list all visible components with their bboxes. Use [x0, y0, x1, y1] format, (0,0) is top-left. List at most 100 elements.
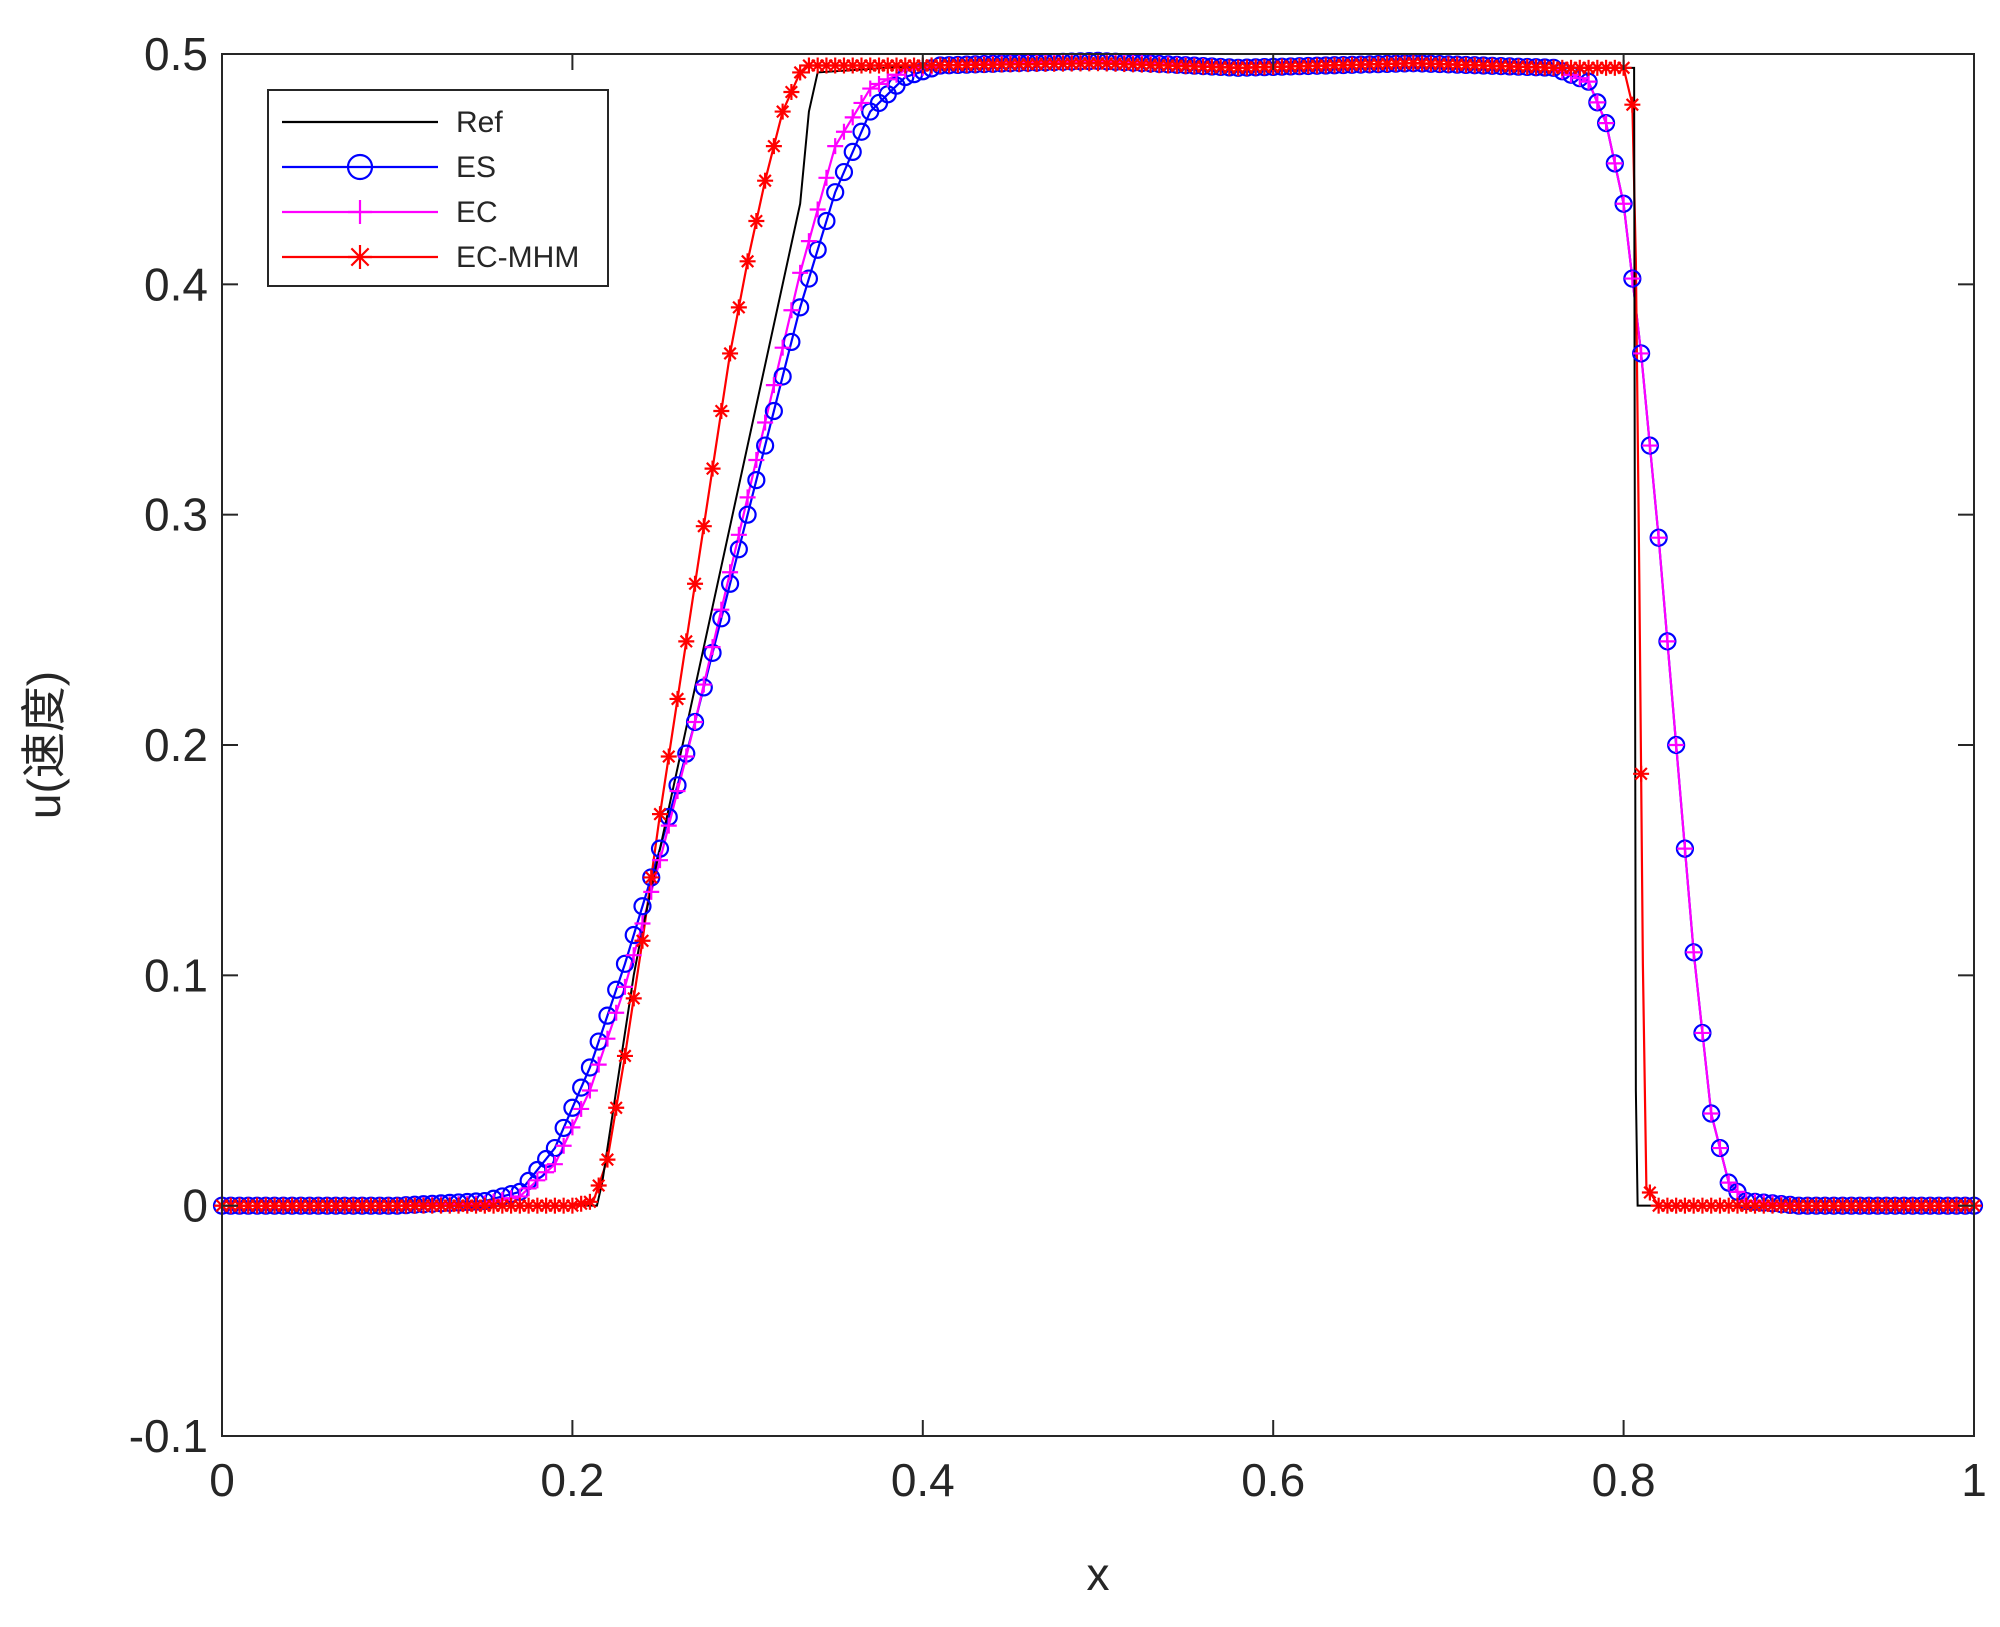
data-point — [722, 345, 739, 362]
data-point — [713, 601, 730, 618]
data-point — [555, 1137, 572, 1154]
plot-markers — [212, 51, 1984, 1215]
data-point — [634, 932, 651, 949]
data-point — [1598, 115, 1615, 132]
x-tick-label: 0 — [209, 1454, 235, 1506]
data-point — [834, 162, 854, 182]
y-tick-label: 0 — [182, 1180, 208, 1232]
data-point — [634, 915, 651, 932]
legend-marker — [346, 153, 374, 181]
data-point — [599, 1030, 616, 1047]
x-tick-label: 0.8 — [1592, 1454, 1656, 1506]
data-point — [704, 460, 721, 477]
data-point — [739, 489, 756, 506]
data-point — [757, 172, 774, 189]
data-point — [546, 1156, 563, 1173]
data-point — [1606, 155, 1623, 172]
data-point — [704, 639, 721, 656]
data-point — [835, 123, 852, 140]
data-point — [1668, 737, 1685, 753]
y-tick-label: 0.2 — [144, 719, 208, 771]
x-axis-label: x — [1087, 1548, 1110, 1600]
data-point — [1633, 765, 1650, 782]
data-point — [625, 990, 642, 1007]
data-point — [757, 414, 774, 431]
legend-item-ref: Ref — [282, 106, 503, 139]
data-point — [1641, 437, 1658, 454]
data-point — [764, 401, 783, 421]
data-point — [923, 57, 940, 74]
data-point — [599, 1151, 616, 1168]
legend-item-ec-mhm: EC-MHM — [282, 241, 579, 274]
data-point — [660, 817, 677, 834]
data-point — [643, 869, 660, 886]
data-point — [853, 94, 870, 111]
data-point — [564, 1197, 581, 1214]
data-point — [590, 1177, 607, 1194]
data-point — [695, 676, 712, 693]
data-point — [765, 138, 782, 155]
data-point — [1633, 345, 1650, 362]
data-point — [564, 1119, 581, 1136]
data-point — [1729, 1183, 1746, 1200]
data-point — [730, 526, 747, 543]
data-point — [756, 436, 775, 455]
data-point — [615, 954, 635, 973]
x-axis-ticks: 0 0.2 0.4 0.6 0.8 1 — [209, 54, 1987, 1506]
x-tick-label: 0.6 — [1241, 1454, 1305, 1506]
data-point — [573, 1100, 590, 1117]
legend-item-es: ES — [282, 151, 496, 184]
legend-label: Ref — [456, 106, 503, 139]
data-point — [1641, 1184, 1658, 1201]
data-point — [879, 71, 896, 88]
data-point — [1624, 96, 1641, 113]
data-point — [852, 122, 871, 141]
data-point — [826, 183, 845, 202]
data-point — [529, 1172, 546, 1189]
legend: Ref ES EC EC-MHM — [267, 89, 609, 287]
y-tick-label: 0.3 — [144, 489, 208, 541]
data-point — [738, 505, 757, 524]
data-point — [581, 1193, 598, 1210]
data-point — [520, 1180, 537, 1197]
data-point — [678, 748, 695, 765]
data-point — [730, 299, 747, 316]
data-point — [783, 84, 800, 101]
data-point — [783, 302, 800, 319]
data-point — [747, 471, 766, 490]
data-point — [608, 1099, 625, 1116]
legend-label: EC — [456, 196, 498, 229]
data-point — [581, 1082, 598, 1099]
data-point — [652, 806, 668, 823]
data-point — [538, 1164, 555, 1181]
data-point — [678, 633, 695, 650]
data-point — [1615, 195, 1632, 212]
data-point — [1711, 1140, 1728, 1157]
data-point — [800, 233, 817, 250]
data-point — [844, 109, 861, 126]
y-axis-label: u(速度) — [18, 671, 70, 819]
data-point — [713, 403, 730, 420]
data-point — [616, 978, 633, 995]
data-point — [590, 1056, 607, 1073]
data-point — [1659, 633, 1676, 650]
data-point — [625, 947, 642, 964]
data-point — [792, 64, 809, 81]
data-point — [660, 748, 677, 765]
series-markers-ec-mhm — [214, 55, 1982, 1214]
y-tick-label: 0.5 — [144, 28, 208, 80]
data-point — [862, 80, 879, 97]
data-point — [765, 377, 782, 394]
data-point — [817, 211, 836, 231]
data-point — [774, 103, 791, 120]
legend-label: ES — [456, 151, 496, 184]
legend-marker — [348, 245, 372, 269]
data-point — [669, 690, 686, 707]
x-tick-label: 1 — [1961, 1454, 1987, 1506]
x-tick-label: 0.4 — [891, 1454, 955, 1506]
data-point — [773, 367, 792, 386]
data-point — [1650, 529, 1667, 546]
legend-label: EC-MHM — [456, 241, 579, 274]
data-point — [1694, 1024, 1711, 1041]
